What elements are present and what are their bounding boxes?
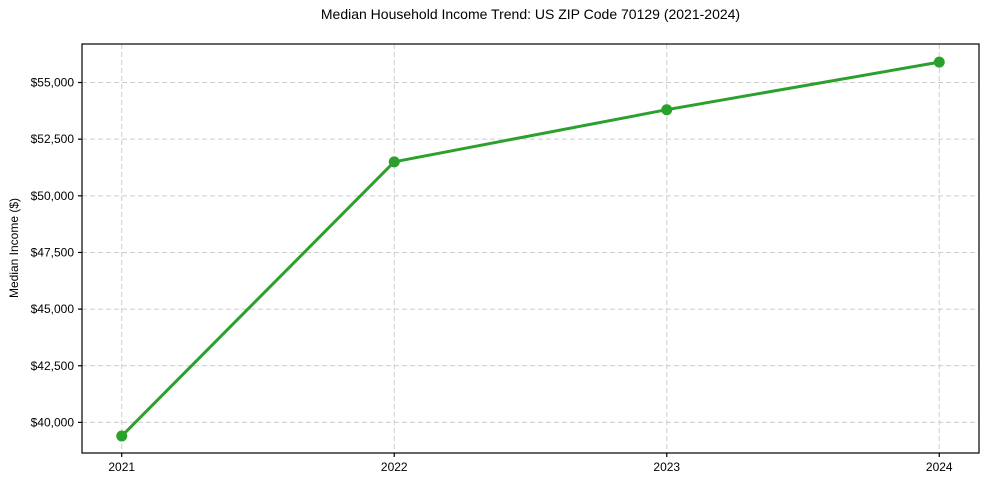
y-tick-label: $52,500: [31, 132, 75, 146]
trend-line: [120, 60, 941, 438]
data-point: [116, 430, 128, 442]
y-tick-label: $50,000: [31, 189, 75, 203]
x-tick-label: 2024: [926, 460, 953, 474]
y-tick-label: $45,000: [31, 302, 75, 316]
data-point: [933, 56, 945, 68]
x-tick-label: 2022: [381, 460, 408, 474]
data-point: [661, 104, 673, 116]
y-tick-label: $40,000: [31, 415, 75, 429]
chart-title: Median Household Income Trend: US ZIP Co…: [320, 6, 741, 22]
y-tick-label: $47,500: [31, 245, 75, 259]
x-tick-label: 2021: [108, 460, 135, 474]
y-tick-label: $42,500: [31, 359, 75, 373]
data-point: [388, 156, 400, 168]
y-tick-label: $55,000: [31, 76, 75, 90]
axes-border: [81, 43, 980, 454]
x-tick-label: 2023: [653, 460, 680, 474]
